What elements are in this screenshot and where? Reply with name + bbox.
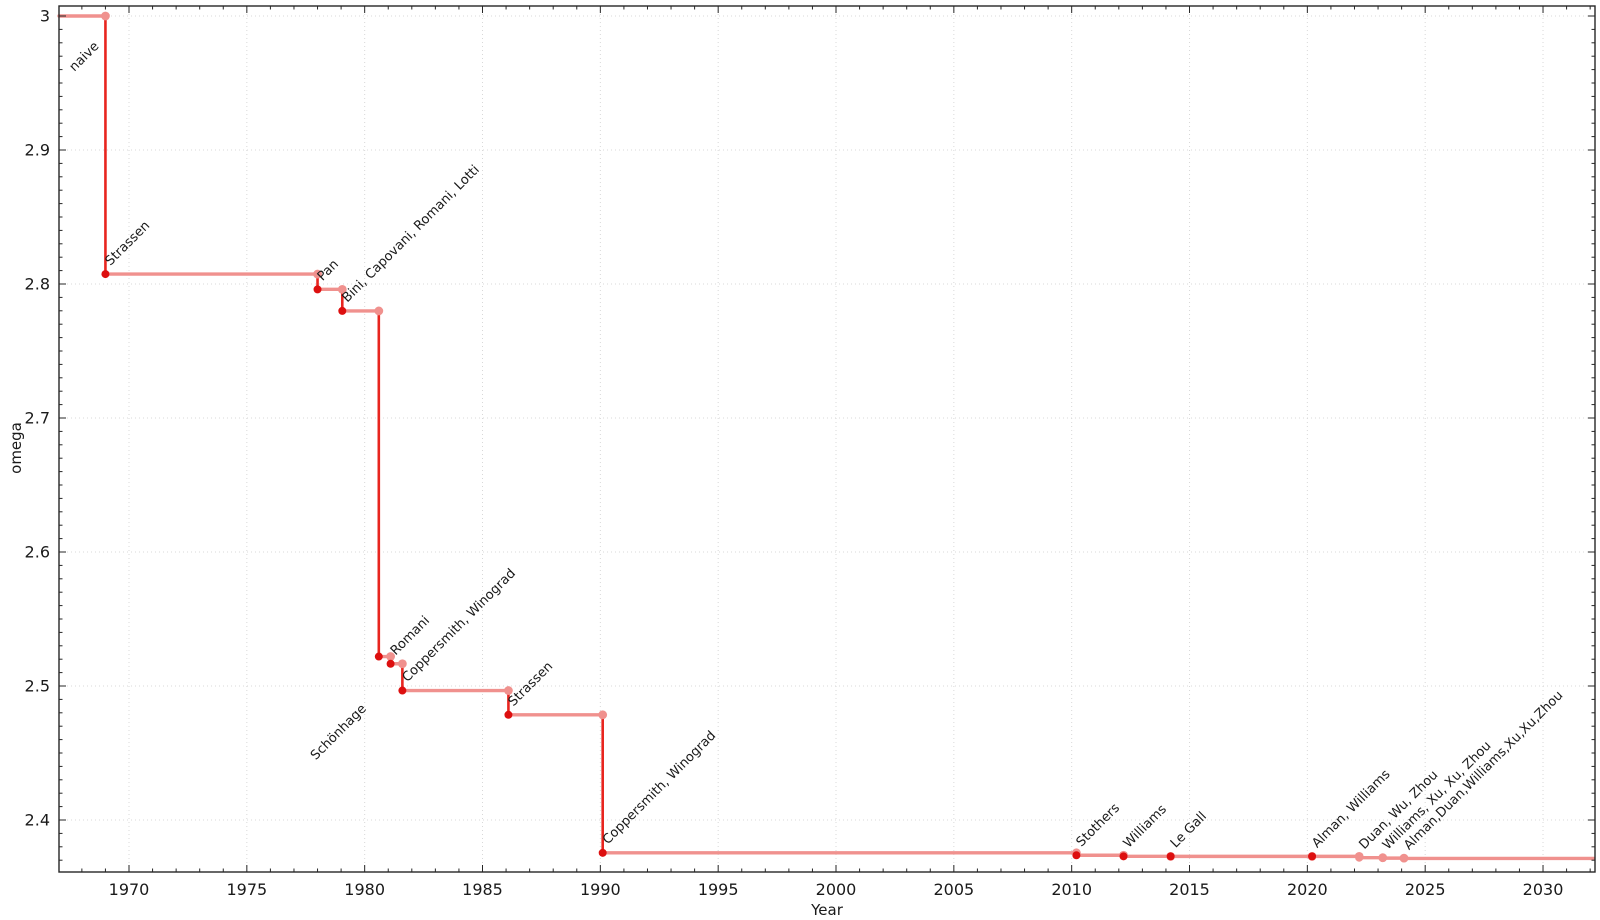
data-point-marker bbox=[101, 270, 110, 279]
annotation-label: Strassen bbox=[103, 218, 154, 269]
y-tick-label: 2.4 bbox=[25, 811, 50, 830]
x-tick-label: 2020 bbox=[1287, 880, 1328, 899]
x-tick-label: 1975 bbox=[226, 880, 267, 899]
y-tick-label: 2.7 bbox=[25, 409, 50, 428]
data-point-markers bbox=[101, 11, 1409, 863]
y-tick-label: 2.8 bbox=[25, 275, 50, 294]
annotation-label: Stothers bbox=[1074, 801, 1123, 850]
data-point-marker bbox=[1072, 851, 1081, 860]
data-point-marker bbox=[338, 306, 347, 315]
data-point-marker bbox=[1166, 852, 1175, 861]
x-tick-label: 2015 bbox=[1169, 880, 1210, 899]
data-point-marker bbox=[386, 659, 395, 668]
data-point-marker bbox=[313, 285, 322, 294]
y-tick-label: 2.9 bbox=[25, 141, 50, 160]
drop-top-marker bbox=[386, 652, 395, 661]
annotation-label: naive bbox=[67, 39, 103, 75]
annotation-label: Pan bbox=[315, 257, 342, 284]
drop-top-marker bbox=[598, 710, 608, 720]
annotation-label: Alman,Duan,Williams,Xu,Xu,Zhou bbox=[1401, 688, 1566, 853]
x-tick-label: 1990 bbox=[580, 880, 621, 899]
x-tick-label: 2005 bbox=[933, 880, 974, 899]
x-tick-label: 2000 bbox=[816, 880, 857, 899]
annotation-label: Le Gall bbox=[1168, 809, 1210, 851]
data-point-marker bbox=[398, 686, 407, 695]
drop-top-marker bbox=[337, 284, 347, 294]
x-tick-label: 1980 bbox=[344, 880, 385, 899]
axes: 1970 1975 1980 1985 1990 1995 2000 2005 2010 2015… bbox=[25, 5, 1596, 899]
x-tick-label: 2010 bbox=[1051, 880, 1092, 899]
x-tick-label: 2030 bbox=[1523, 880, 1564, 899]
annotation-label: Schönhage bbox=[308, 702, 370, 764]
data-point-marker bbox=[504, 710, 513, 719]
x-tick-label: 1995 bbox=[698, 880, 739, 899]
annotation-label: Coppersmith, Winograd bbox=[600, 728, 719, 847]
data-point-marker bbox=[1355, 853, 1364, 862]
annotation-label: Strassen bbox=[506, 659, 557, 710]
drop-top-marker bbox=[504, 686, 513, 695]
y-tick-label: 2.5 bbox=[25, 677, 50, 696]
drop-top-marker bbox=[101, 11, 110, 21]
x-tick-label: 2025 bbox=[1405, 880, 1446, 899]
y-tick-label: 3 bbox=[40, 7, 50, 26]
step-line-series bbox=[57, 14, 1595, 861]
drop-top-marker bbox=[313, 269, 322, 279]
x-tick-label: 1985 bbox=[462, 880, 503, 899]
data-point-marker bbox=[1378, 854, 1387, 863]
data-point-marker bbox=[374, 652, 383, 661]
grid-layer bbox=[59, 6, 1595, 872]
y-axis-label: omega bbox=[7, 422, 25, 474]
drop-top-marker bbox=[397, 659, 407, 669]
plot-border bbox=[58, 5, 1596, 873]
data-point-marker bbox=[1119, 852, 1128, 861]
data-point-marker bbox=[1308, 852, 1317, 861]
data-point-marker bbox=[598, 848, 607, 857]
x-tick-label: 1970 bbox=[109, 880, 150, 899]
drop-top-marker bbox=[374, 306, 384, 316]
y-tick-label: 2.6 bbox=[25, 543, 50, 562]
annotation-label: Williams, Xu, Xu, Zhou bbox=[1380, 739, 1494, 853]
data-point-marker bbox=[1399, 854, 1408, 863]
x-axis-label: Year bbox=[810, 901, 844, 919]
annotation-label: Williams bbox=[1121, 802, 1170, 851]
